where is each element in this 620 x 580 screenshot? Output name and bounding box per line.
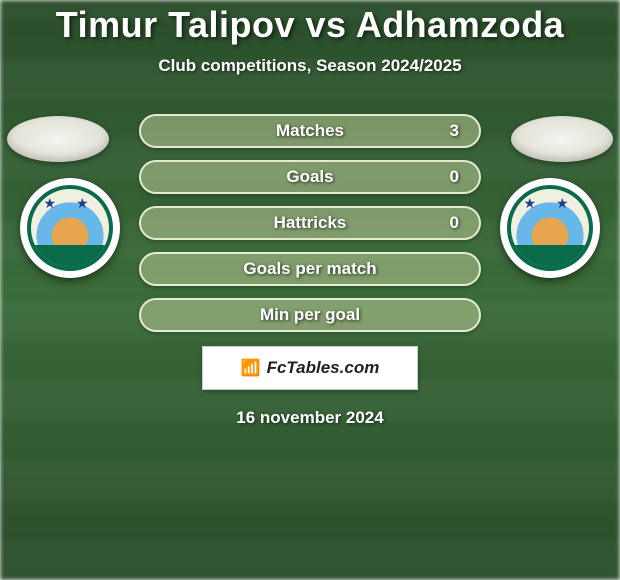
player-avatar-right [511,116,613,162]
stat-value: 0 [450,213,459,233]
snapshot-date: 16 november 2024 [236,408,383,428]
club-badge-icon [27,185,113,271]
stat-label: Goals [286,167,333,187]
stat-row-goals: Goals 0 [139,160,481,194]
stat-row-matches: Matches 3 [139,114,481,148]
comparison-subtitle: Club competitions, Season 2024/2025 [158,56,461,76]
chart-bars-icon: 📶 [241,358,261,378]
stat-label: Min per goal [260,305,360,325]
stat-label: Matches [276,121,344,141]
stat-row-hattricks: Hattricks 0 [139,206,481,240]
club-logo-left [20,178,120,278]
content-container: Timur Talipov vs Adhamzoda Club competit… [0,0,620,580]
stat-row-min-per-goal: Min per goal [139,298,481,332]
brand-attribution[interactable]: 📶 FcTables.com [202,346,418,390]
stat-value: 0 [450,167,459,187]
player-avatar-left [7,116,109,162]
stat-value: 3 [450,121,459,141]
comparison-title: Timur Talipov vs Adhamzoda [56,4,564,46]
club-logo-right [500,178,600,278]
stat-row-goals-per-match: Goals per match [139,252,481,286]
club-badge-icon [507,185,593,271]
brand-name: FcTables.com [267,358,380,378]
stats-list: Matches 3 Goals 0 Hattricks 0 Goals per … [139,114,481,332]
stat-label: Hattricks [274,213,347,233]
stat-label: Goals per match [243,259,376,279]
